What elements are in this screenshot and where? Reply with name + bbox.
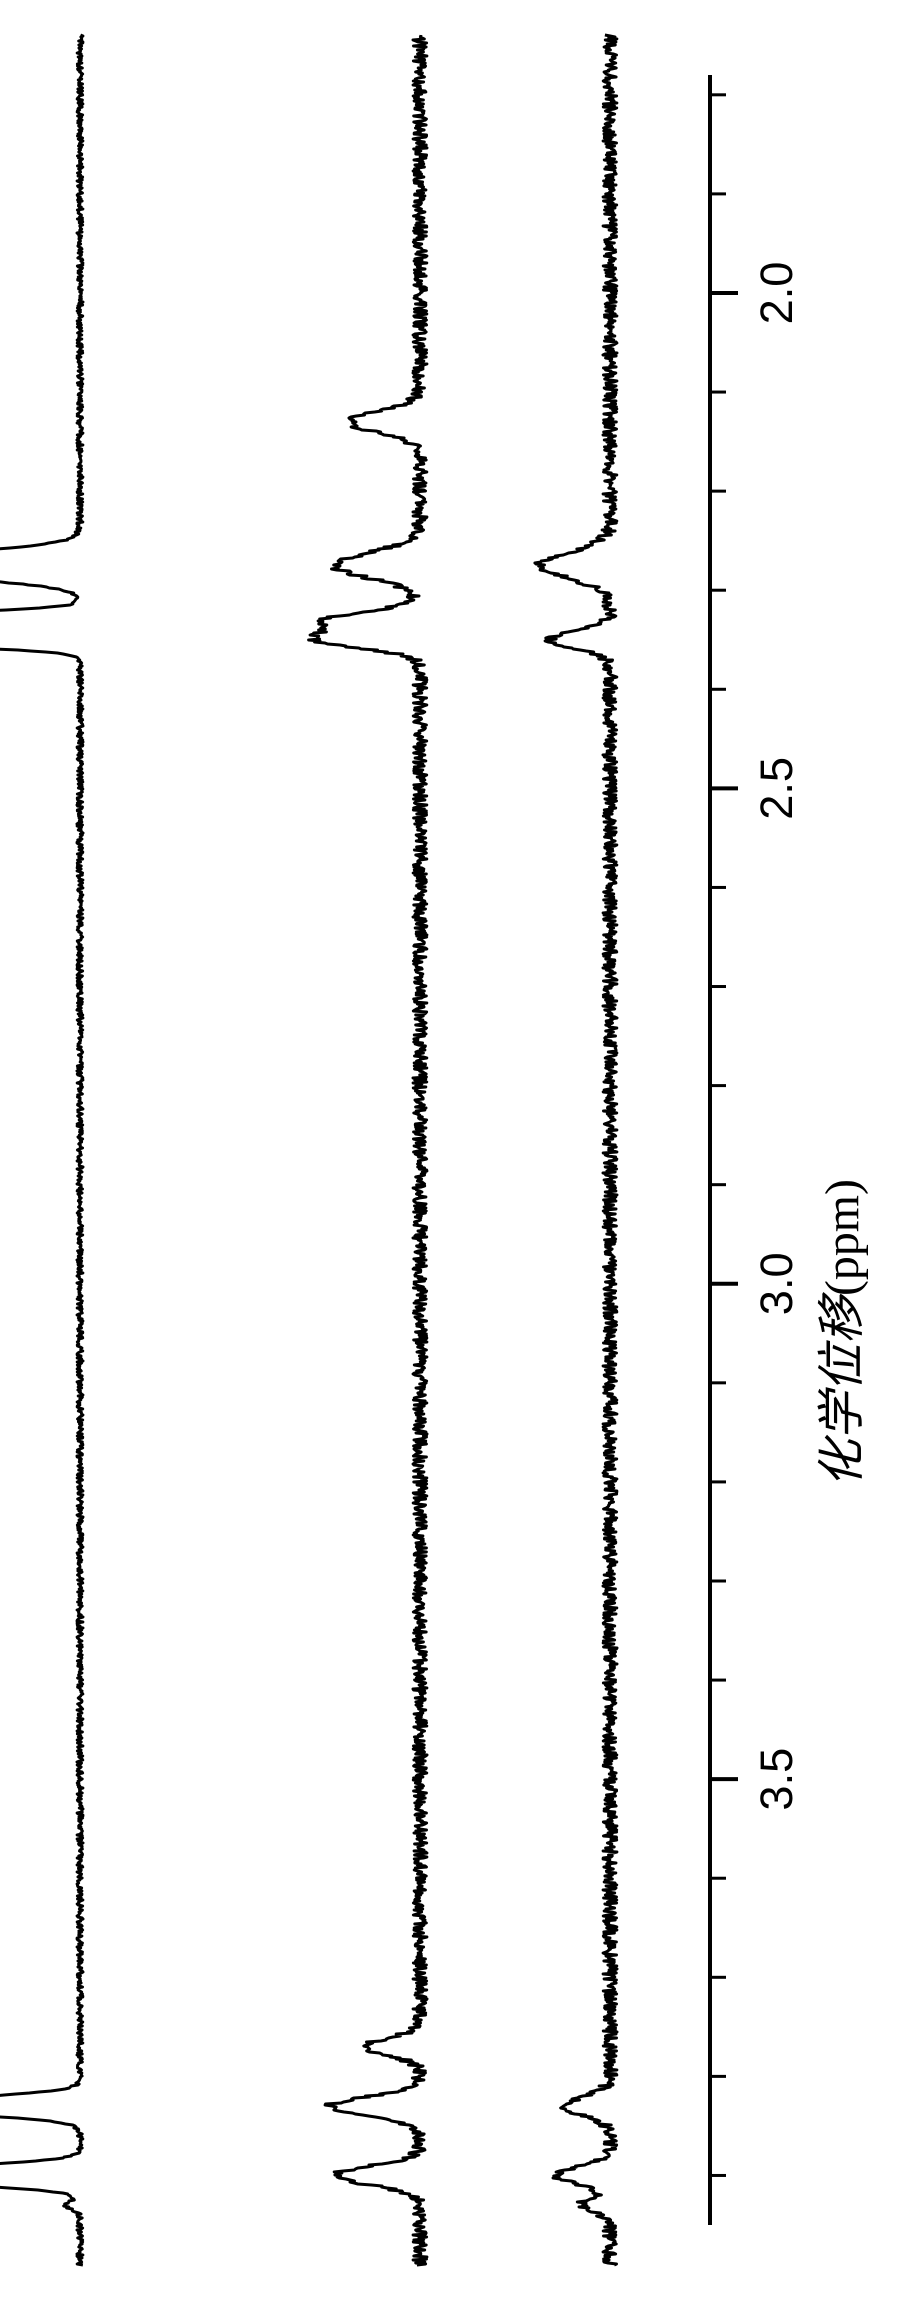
nmr-spectrum-chart: 2.0 2.5 3.0 3.5 化学位移(ppm)	[0, 0, 912, 2304]
trace-top	[0, 35, 83, 2265]
axis-tick-label: 3.5	[751, 1748, 802, 1811]
x-axis-label: 化学位移(ppm)	[816, 1179, 869, 1488]
axis-tick-label: 3.0	[751, 1252, 802, 1315]
trace-middle	[309, 35, 427, 2265]
trace-bottom	[535, 35, 617, 2265]
axis-tick-label: 2.0	[751, 262, 802, 325]
axis-tick-label: 2.5	[751, 757, 802, 820]
spectrum-svg: 2.0 2.5 3.0 3.5 化学位移(ppm)	[0, 0, 912, 2304]
